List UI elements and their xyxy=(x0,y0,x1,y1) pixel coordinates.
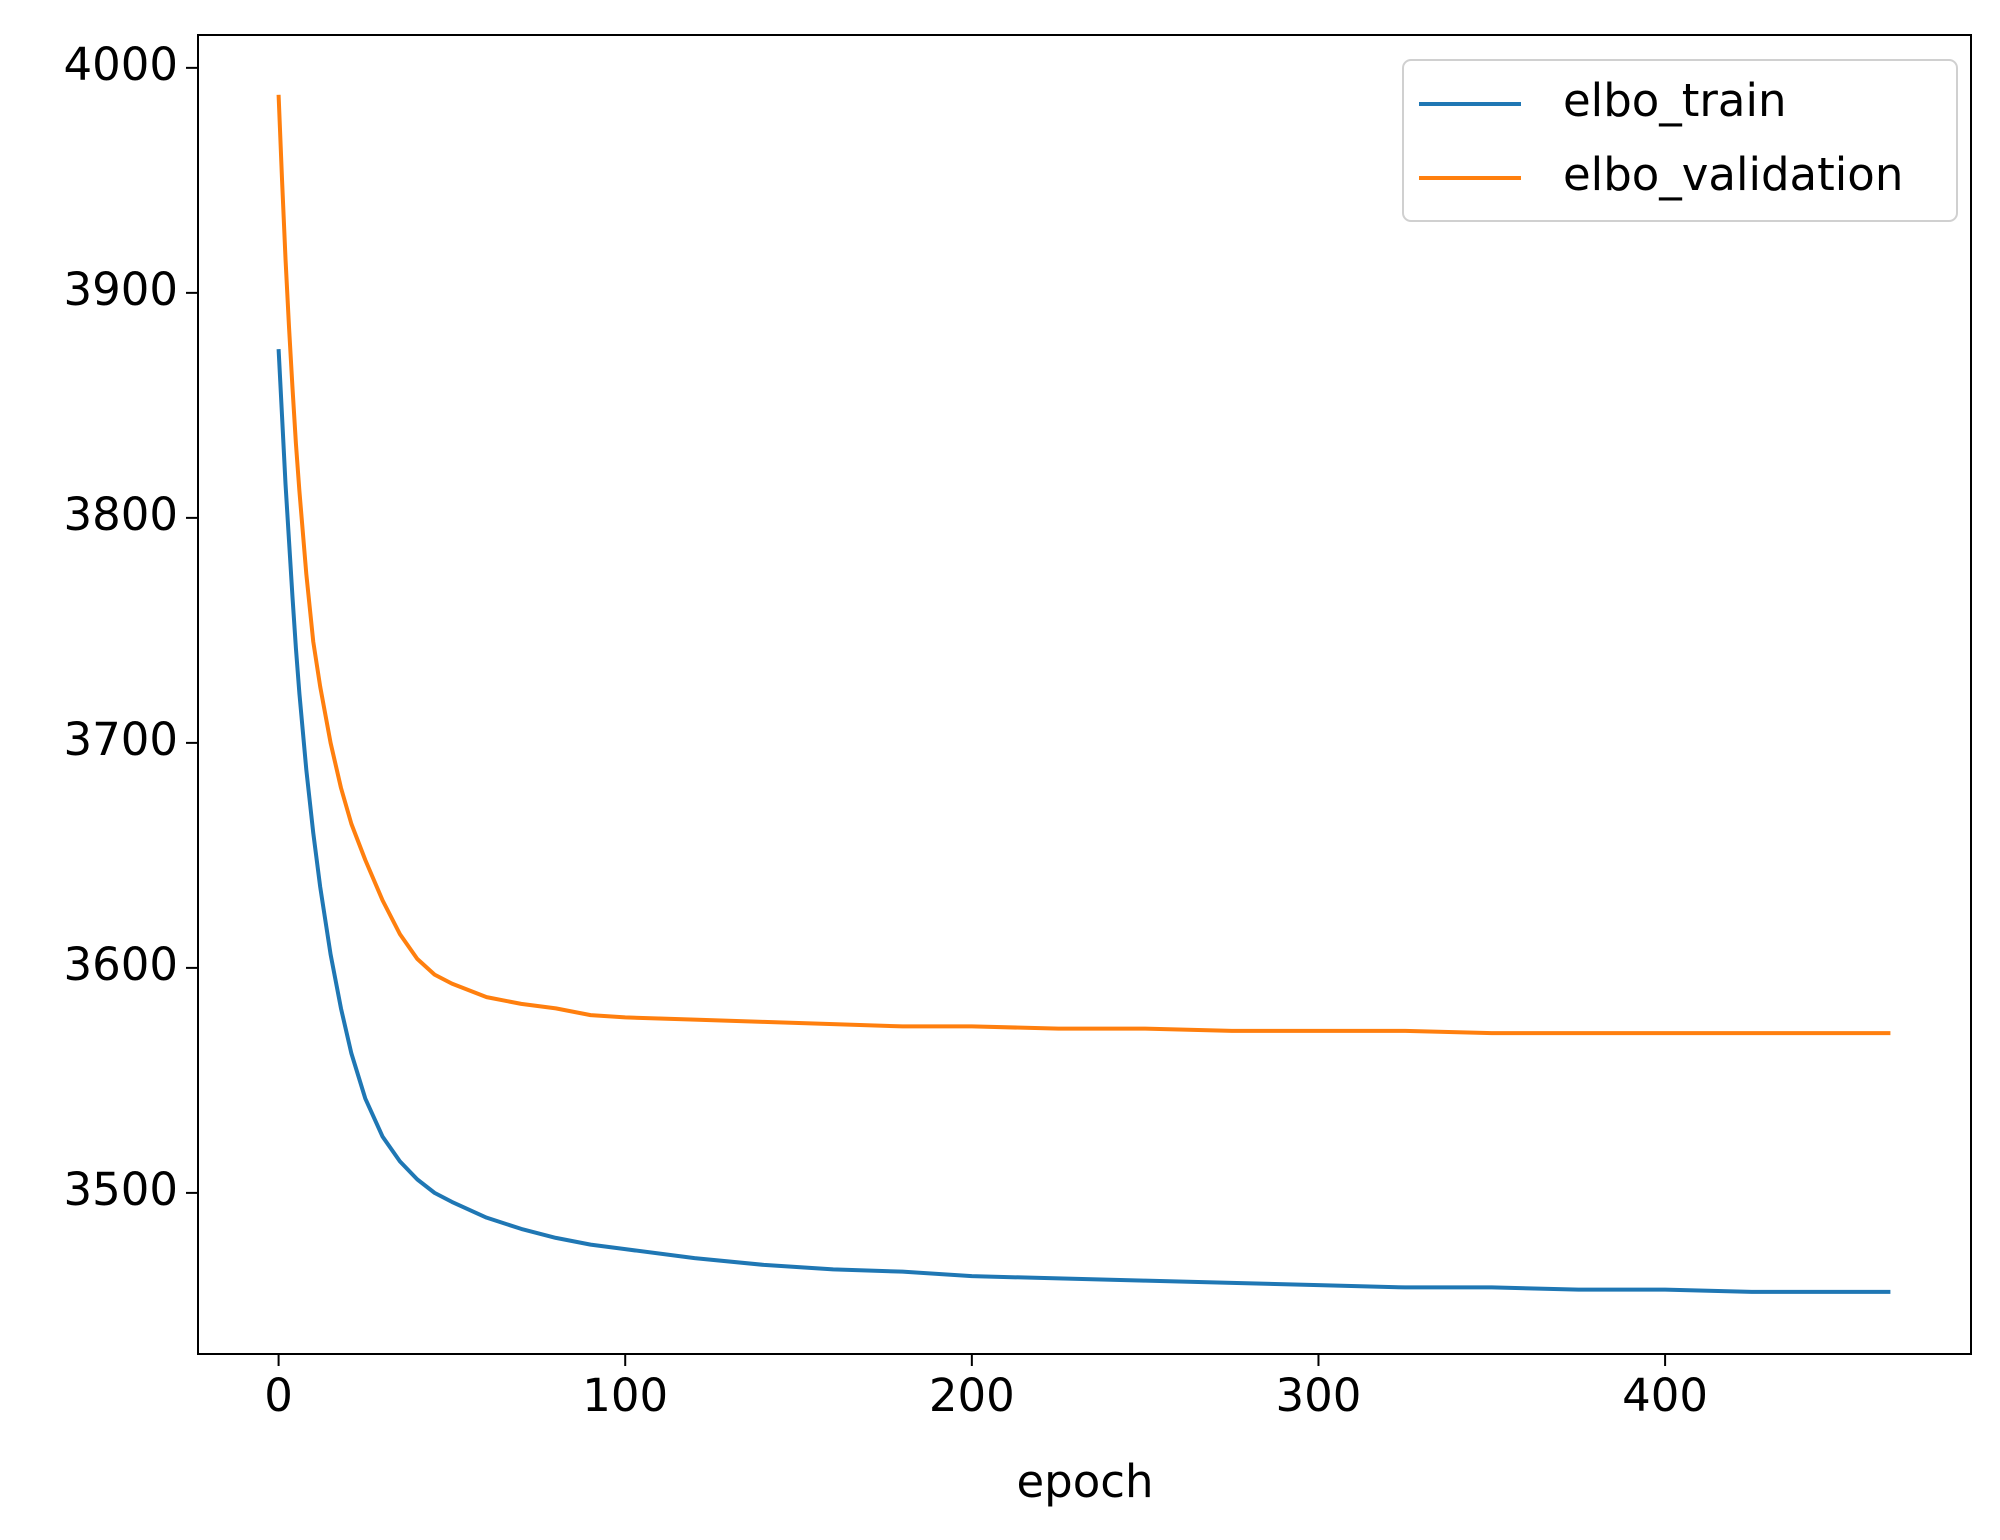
x-axis-label: epoch xyxy=(1016,1455,1153,1508)
legend-box xyxy=(1402,59,1958,222)
series-line xyxy=(276,349,1891,1294)
x-tick-label: 200 xyxy=(929,1369,1015,1422)
legend-label: elbo_validation xyxy=(1563,148,1903,201)
y-tick-label: 3800 xyxy=(63,488,178,541)
x-tick-label: 300 xyxy=(1276,1369,1362,1422)
series-line xyxy=(276,94,1891,1036)
y-tick-label: 3700 xyxy=(63,713,178,766)
x-tick-label: 100 xyxy=(582,1369,668,1422)
y-tick-label: 3900 xyxy=(63,263,178,316)
legend-label: elbo_train xyxy=(1563,74,1787,127)
y-tick-label: 4000 xyxy=(63,38,178,91)
y-tick-label: 3500 xyxy=(63,1163,178,1216)
y-tick-label: 3600 xyxy=(63,938,178,991)
plot-frame xyxy=(197,34,1972,1355)
x-tick-label: 400 xyxy=(1622,1369,1708,1422)
x-tick-label: 0 xyxy=(264,1369,293,1422)
